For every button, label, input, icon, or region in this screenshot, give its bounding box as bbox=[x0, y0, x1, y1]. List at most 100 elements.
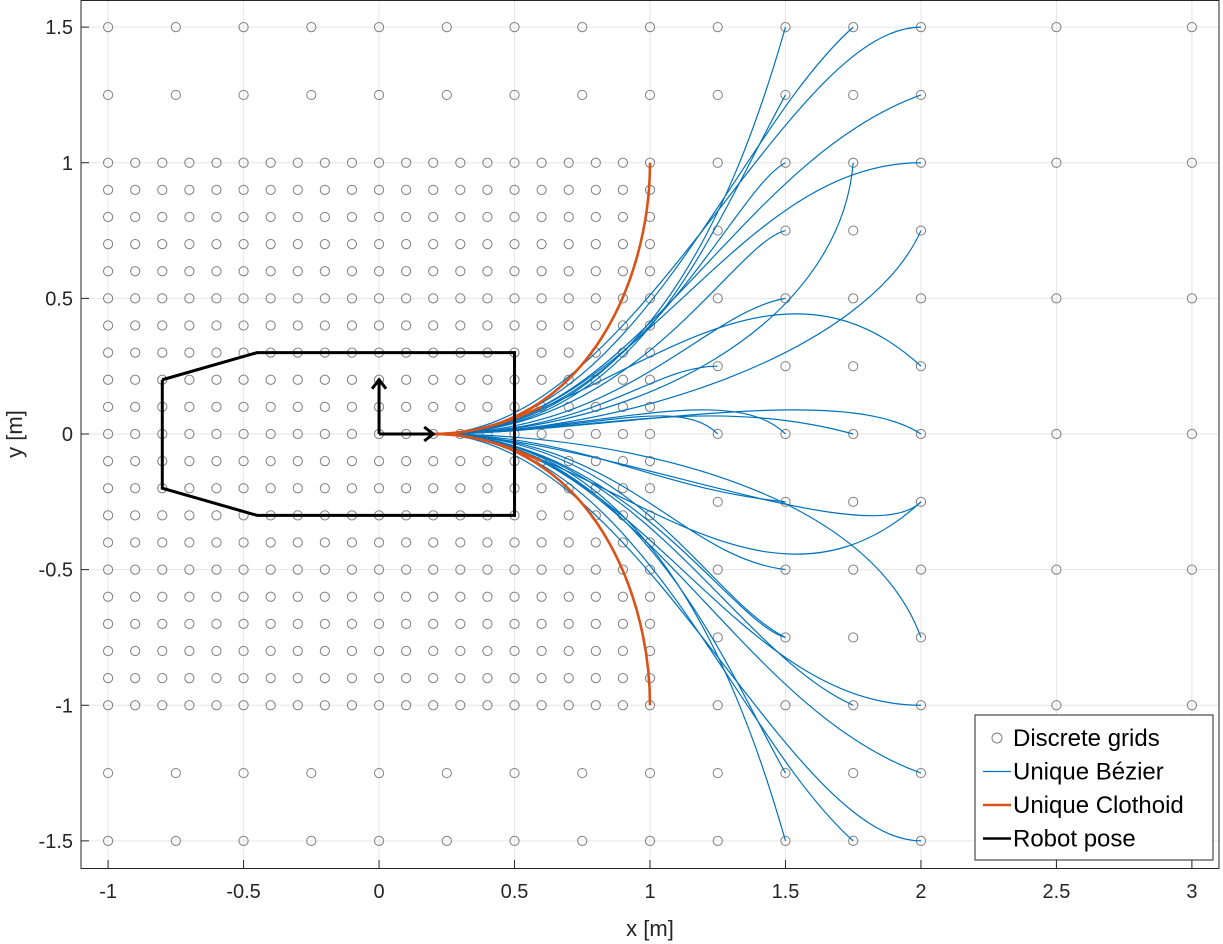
grid-point bbox=[915, 496, 927, 507]
grid-point bbox=[590, 266, 601, 277]
grid-point bbox=[509, 184, 520, 195]
grid-point bbox=[401, 293, 412, 304]
grid-point bbox=[590, 157, 601, 168]
grid-point bbox=[211, 537, 222, 548]
grid-point bbox=[455, 374, 466, 385]
grid-point bbox=[536, 510, 547, 521]
grid-point bbox=[536, 266, 547, 277]
grid-point bbox=[238, 211, 249, 223]
y-tick-label: 1 bbox=[62, 153, 73, 175]
grid-point bbox=[184, 591, 195, 602]
grid-point bbox=[211, 618, 222, 629]
grid-point bbox=[373, 456, 385, 467]
y-tick-label: 1.5 bbox=[45, 17, 73, 39]
grid-point bbox=[211, 157, 222, 168]
x-axis-label: x [m] bbox=[626, 916, 674, 941]
grid-point bbox=[455, 293, 466, 304]
grid-point bbox=[563, 401, 574, 412]
grid-point bbox=[211, 320, 222, 331]
grid-point bbox=[130, 428, 141, 440]
grid-point bbox=[346, 618, 358, 629]
grid-point bbox=[130, 320, 141, 331]
grid-point bbox=[346, 591, 358, 602]
grid-point bbox=[590, 456, 601, 467]
grid-point bbox=[563, 320, 574, 331]
grid-point bbox=[712, 632, 723, 643]
grid-point bbox=[563, 645, 574, 657]
grid-point bbox=[428, 564, 439, 575]
grid-point bbox=[428, 483, 439, 494]
grid-point bbox=[102, 428, 114, 440]
grid-point bbox=[157, 700, 168, 711]
grid-point bbox=[373, 320, 385, 331]
grid-point bbox=[184, 564, 195, 575]
grid-point bbox=[428, 211, 439, 223]
grid-point bbox=[373, 767, 385, 779]
grid-point bbox=[130, 564, 141, 575]
grid-point bbox=[428, 320, 439, 331]
grid-point bbox=[536, 320, 547, 331]
grid-point bbox=[455, 320, 466, 331]
grid-point bbox=[265, 239, 276, 250]
grid-point bbox=[265, 428, 276, 440]
grid-point bbox=[346, 157, 358, 168]
grid-point bbox=[617, 266, 629, 277]
grid-point bbox=[157, 184, 168, 195]
grid-point bbox=[184, 483, 195, 494]
grid-point bbox=[102, 211, 114, 223]
grid-point bbox=[373, 673, 385, 684]
bezier-curve bbox=[433, 365, 718, 435]
grid-point bbox=[102, 591, 114, 602]
grid-point bbox=[577, 22, 588, 33]
grid-point bbox=[455, 157, 466, 168]
grid-point bbox=[401, 673, 412, 684]
grid-point bbox=[509, 266, 520, 277]
grid-point bbox=[509, 22, 520, 33]
grid-point bbox=[102, 239, 114, 250]
grid-point bbox=[509, 320, 520, 331]
y-axis-label: y [m] bbox=[2, 410, 27, 458]
grid-point bbox=[848, 835, 859, 846]
grid-point bbox=[130, 374, 141, 385]
grid-point bbox=[157, 266, 168, 277]
grid-point bbox=[346, 293, 358, 304]
grid-point bbox=[157, 645, 168, 657]
grid-point bbox=[130, 618, 141, 629]
grid-point bbox=[1051, 700, 1062, 711]
grid-point bbox=[373, 22, 385, 33]
robot-footprint bbox=[160, 351, 517, 517]
grid-point bbox=[292, 591, 303, 602]
grid-point bbox=[319, 483, 330, 494]
grid-point bbox=[577, 835, 588, 846]
grid-point bbox=[265, 483, 276, 494]
grid-point bbox=[306, 767, 317, 779]
grid-point bbox=[265, 618, 276, 629]
grid-point bbox=[617, 157, 629, 168]
grid-point bbox=[211, 211, 222, 223]
grid-point bbox=[401, 700, 412, 711]
grid-point bbox=[184, 537, 195, 548]
grid-point bbox=[184, 618, 195, 629]
grid-point bbox=[1186, 293, 1198, 304]
x-tick-label: -0.5 bbox=[226, 881, 260, 903]
grid-point bbox=[563, 591, 574, 602]
grid-point bbox=[184, 347, 195, 358]
grid-point bbox=[319, 293, 330, 304]
grid-point bbox=[130, 239, 141, 250]
grid-point bbox=[617, 428, 629, 440]
grid-point bbox=[617, 293, 629, 304]
grid-point bbox=[319, 591, 330, 602]
grid-point bbox=[780, 835, 791, 846]
grid-point bbox=[102, 767, 114, 779]
grid-point bbox=[157, 239, 168, 250]
legend-marker-circle bbox=[991, 732, 1003, 744]
grid-point bbox=[238, 483, 249, 494]
grid-point bbox=[455, 211, 466, 223]
grid-point bbox=[373, 157, 385, 168]
grid-point bbox=[102, 401, 114, 412]
grid-point bbox=[184, 510, 195, 521]
grid-point bbox=[455, 673, 466, 684]
grid-point bbox=[848, 632, 859, 643]
grid-point bbox=[319, 374, 330, 385]
grid-point bbox=[265, 157, 276, 168]
